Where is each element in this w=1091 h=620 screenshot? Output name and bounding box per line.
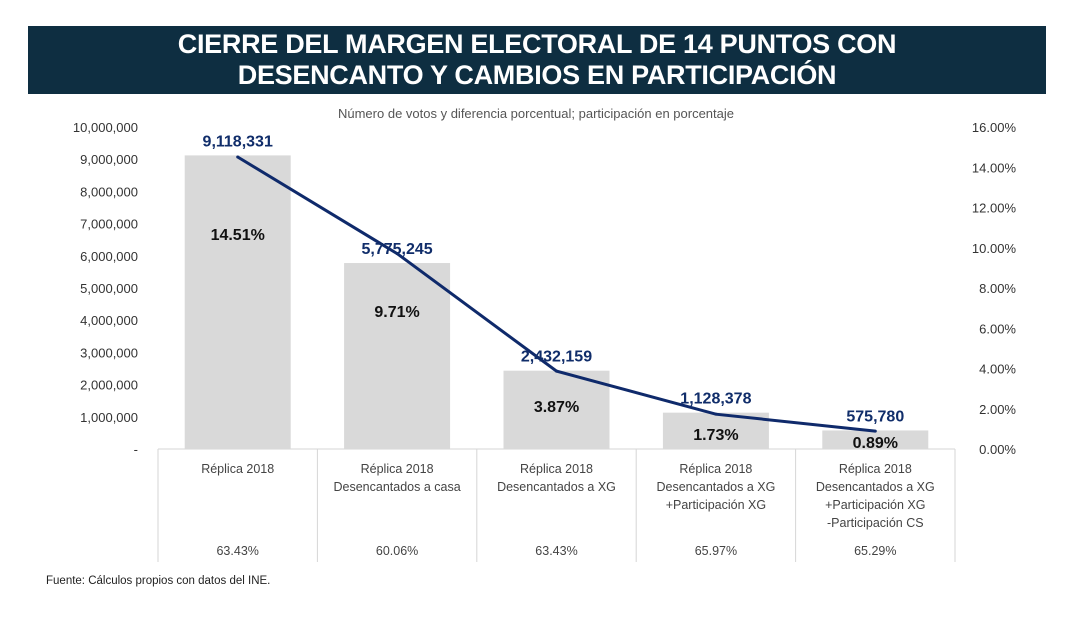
right-axis-tick: 2.00% bbox=[979, 402, 1016, 417]
bar-value-label: 5,775,245 bbox=[362, 241, 433, 258]
right-axis-tick: 10.00% bbox=[972, 241, 1017, 256]
bar bbox=[184, 155, 291, 449]
chart-title-banner: CIERRE DEL MARGEN ELECTORAL DE 14 PUNTOS… bbox=[28, 26, 1046, 94]
line-point bbox=[555, 369, 558, 373]
right-axis-tick: 8.00% bbox=[979, 281, 1016, 296]
percent-label: 9.71% bbox=[374, 304, 419, 321]
left-axis-tick: 9,000,000 bbox=[80, 152, 138, 167]
bar bbox=[344, 263, 451, 449]
line-point bbox=[714, 412, 718, 416]
bar-value-label: 2,432,159 bbox=[521, 349, 592, 366]
left-axis-tick: - bbox=[134, 442, 138, 457]
chart-subtitle: Número de votos y diferencia porcentual;… bbox=[338, 106, 734, 121]
bar-value-label: 1,128,378 bbox=[680, 391, 751, 408]
left-axis-tick: 8,000,000 bbox=[80, 184, 138, 199]
category-label: Réplica 2018 bbox=[361, 462, 434, 476]
category-label: Réplica 2018 bbox=[520, 462, 593, 476]
participation-value: 63.43% bbox=[216, 544, 258, 558]
right-axis-tick: 16.00% bbox=[972, 120, 1017, 135]
line-point bbox=[395, 252, 399, 256]
left-axis-tick: 3,000,000 bbox=[80, 345, 138, 360]
percent-label: 3.87% bbox=[534, 399, 579, 416]
category-label: Réplica 2018 bbox=[201, 462, 274, 476]
left-axis-tick: 7,000,000 bbox=[80, 217, 138, 232]
participation-value: 63.43% bbox=[535, 544, 577, 558]
category-label: +Participación XG bbox=[825, 498, 925, 512]
title-line-2: DESENCANTO Y CAMBIOS EN PARTICIPACIÓN bbox=[237, 60, 837, 90]
left-axis-tick: 4,000,000 bbox=[80, 313, 138, 328]
bar-value-label: 575,780 bbox=[846, 408, 904, 425]
percent-label: 14.51% bbox=[211, 227, 265, 244]
category-label: Réplica 2018 bbox=[839, 462, 912, 476]
left-axis-tick: 1,000,000 bbox=[80, 410, 138, 425]
right-axis-tick: 6.00% bbox=[979, 321, 1016, 336]
source-note: Fuente: Cálculos propios con datos del I… bbox=[46, 575, 270, 587]
category-label: Réplica 2018 bbox=[679, 462, 752, 476]
percent-label: 1.73% bbox=[693, 427, 738, 444]
participation-value: 65.97% bbox=[695, 544, 737, 558]
line-point bbox=[873, 429, 877, 433]
title-line-1: CIERRE DEL MARGEN ELECTORAL DE 14 PUNTOS… bbox=[177, 29, 897, 59]
participation-value: 65.29% bbox=[854, 544, 896, 558]
left-axis-tick: 5,000,000 bbox=[80, 281, 138, 296]
category-label: Desencantados a XG bbox=[816, 480, 935, 494]
left-axis-tick: 10,000,000 bbox=[73, 120, 138, 135]
category-label: Desencantados a XG bbox=[497, 480, 616, 494]
bar-value-label: 9,118,331 bbox=[203, 133, 273, 150]
right-axis-tick: 12.00% bbox=[972, 201, 1017, 216]
right-axis-tick: 4.00% bbox=[979, 362, 1016, 377]
left-axis-tick: 2,000,000 bbox=[80, 378, 138, 393]
percent-label: 0.89% bbox=[853, 435, 898, 452]
line-point bbox=[236, 155, 240, 159]
bar bbox=[503, 370, 610, 449]
bar bbox=[822, 430, 929, 449]
category-label: +Participación XG bbox=[666, 498, 766, 512]
category-label: Desencantados a XG bbox=[656, 480, 775, 494]
participation-value: 60.06% bbox=[376, 544, 418, 558]
right-axis-tick: 0.00% bbox=[979, 442, 1016, 457]
left-axis-tick: 6,000,000 bbox=[80, 249, 138, 264]
right-axis-tick: 14.00% bbox=[972, 160, 1017, 175]
category-label: Desencantados a casa bbox=[334, 480, 461, 494]
category-label: -Participación CS bbox=[827, 516, 924, 530]
